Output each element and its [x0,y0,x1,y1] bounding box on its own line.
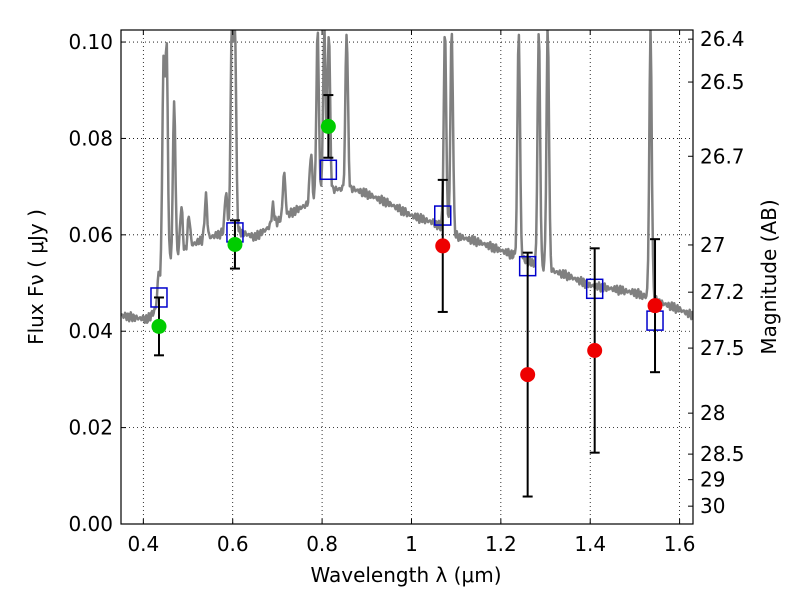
detections-marker [227,236,243,252]
y-tick-label: 0.10 [68,30,113,54]
x-tick-label: 0.8 [306,532,338,556]
x-tick-label: 1.6 [664,532,696,556]
y-tick-label: 0.08 [68,126,113,150]
y-axis-label: Flux Fν ( μJy ) [24,209,48,345]
model-square-marker [319,159,338,181]
right-tick-label: 27 [700,233,725,257]
right-tick-label: 30 [700,494,725,518]
x-tick-label: 1.4 [574,532,606,556]
low-significance-marker [435,238,451,254]
x-tick-label: 0.6 [217,532,249,556]
low-significance-marker [520,367,536,383]
y-tick-label: 0.06 [68,223,113,247]
x-axis-label: Wavelength λ (μm) [310,563,501,587]
data-points [150,94,664,498]
right-axis-label: Magnitude (AB) [757,199,781,354]
right-tick-label: 28 [700,401,725,425]
x-tick-label: 1 [405,532,418,556]
right-tick-label: 27.5 [700,336,745,360]
right-tick-label: 29 [700,468,725,492]
axis-ticks: 0.4 0.6 0.8 1 1.2 1.4 1.6 0.00 0.02 0.04 0.06 0.08 0… [68,27,744,556]
y-tick-label: 0.00 [68,512,113,536]
right-tick-label: 28.5 [700,442,745,466]
spectrum-line [121,30,693,325]
grid-lines [121,30,693,525]
x-tick-label: 0.4 [127,532,159,556]
x-tick-label: 1.2 [485,532,517,556]
right-tick-label: 26.5 [700,70,745,94]
detections-marker [320,118,336,134]
y-tick-label: 0.02 [68,416,113,440]
low-significance-marker [647,298,663,314]
plot-frame [120,29,694,525]
right-tick-label: 27.2 [700,280,745,304]
right-tick-label: 26.4 [700,27,745,51]
low-significance-marker [587,342,603,358]
detections-marker [151,318,167,334]
y-tick-label: 0.04 [68,319,113,343]
model-spectrum [121,30,693,325]
right-tick-label: 26.7 [700,144,745,168]
